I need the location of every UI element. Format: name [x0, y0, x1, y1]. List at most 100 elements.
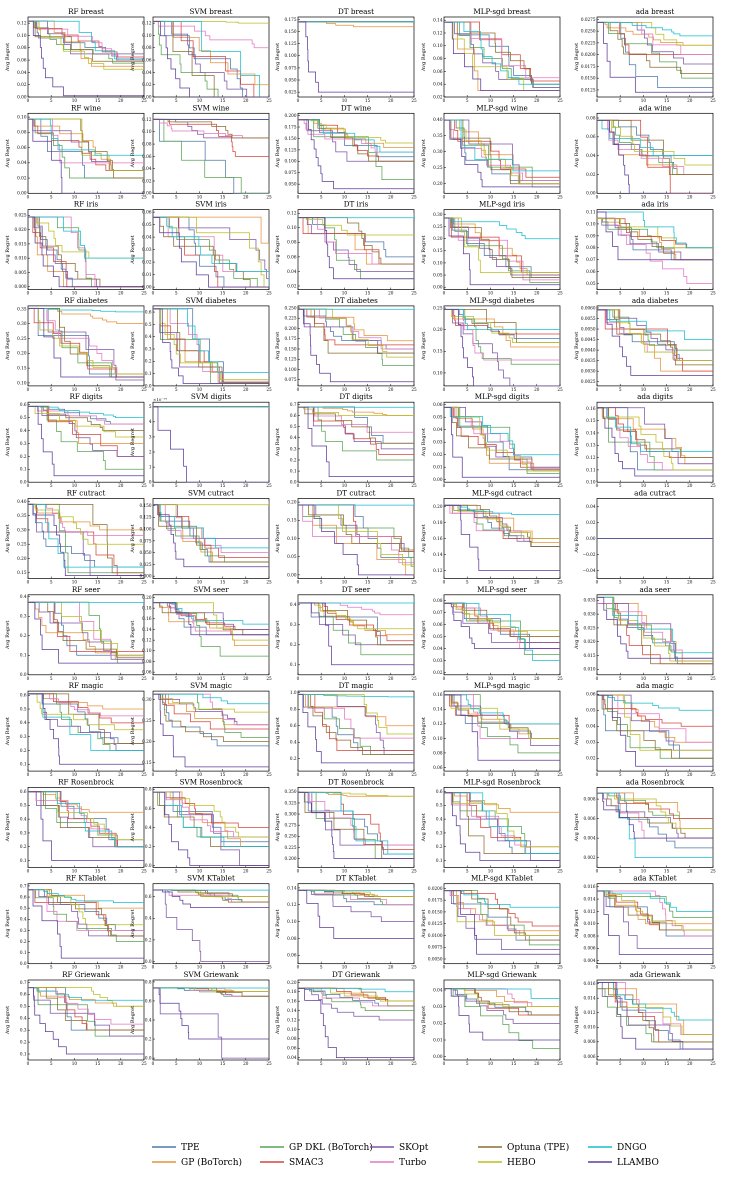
- x-tick-label: 5: [50, 194, 53, 199]
- y-tick-label: 0.14: [433, 707, 443, 712]
- subplot-title: RF seer: [72, 585, 101, 594]
- series-line: [444, 602, 560, 649]
- y-axis-label: Avg Regret: [130, 813, 136, 842]
- series-line: [153, 504, 269, 549]
- subplot-title: MLP-sgd magic: [474, 681, 530, 690]
- y-tick-label: 0.000: [140, 574, 152, 579]
- x-tick-label: 20: [118, 580, 124, 585]
- series-line: [28, 791, 144, 848]
- legend-label: Optuna (TPE): [507, 1142, 569, 1153]
- subplot: DT iris 0.02 0.04 0.06 0.08 0.10 0.12 0 5 10 15 20 2…: [275, 200, 417, 296]
- y-tick-label: 0.10: [142, 33, 152, 38]
- series-line: [444, 694, 560, 761]
- y-tick-label: 0.014: [584, 996, 596, 1001]
- x-tick-label: 0: [297, 580, 300, 585]
- x-tick-label: 25: [266, 194, 272, 199]
- series-line: [153, 987, 269, 1040]
- x-tick-label: 10: [197, 580, 203, 585]
- series-line: [28, 20, 144, 67]
- x-tick-label: 25: [141, 580, 147, 585]
- series-line: [597, 982, 713, 1021]
- x-tick-label: 25: [411, 483, 417, 488]
- x-tick-label: 20: [534, 483, 540, 488]
- subplot-title: SVM KTablet: [187, 874, 235, 883]
- x-tick-label: 25: [411, 387, 417, 392]
- series-line: [444, 308, 560, 339]
- x-tick-label: 0: [297, 483, 300, 488]
- y-tick-label: 0.2: [290, 642, 297, 647]
- axes-frame: [27, 209, 145, 290]
- legend-label: SKOpt: [399, 1143, 429, 1153]
- axes-frame: [297, 209, 415, 290]
- y-axis-label: Avg Regret: [275, 43, 281, 72]
- x-tick-label: 20: [388, 868, 394, 873]
- series-line: [298, 987, 414, 1011]
- axes-frame: [443, 112, 561, 194]
- x-tick-label: 0: [152, 483, 155, 488]
- x-tick-label: 15: [220, 965, 226, 970]
- subplot-title: DT Griewank: [332, 970, 381, 979]
- series-line: [597, 309, 713, 340]
- series-line: [444, 309, 560, 335]
- y-tick-label: 0.12: [142, 117, 152, 122]
- series-line: [597, 217, 713, 285]
- x-tick-label: 20: [388, 194, 394, 199]
- y-axis-label: Avg Regret: [574, 428, 580, 457]
- x-tick-label: 15: [511, 194, 517, 199]
- series-line: [298, 21, 414, 93]
- series-line: [444, 217, 560, 286]
- series-line: [28, 987, 144, 1025]
- x-tick-label: 5: [320, 868, 323, 873]
- series-line: [597, 890, 713, 937]
- series-line: [444, 792, 560, 854]
- series-line: [597, 596, 713, 659]
- series-line: [153, 308, 269, 381]
- series-line: [444, 309, 560, 344]
- series-line: [153, 602, 269, 641]
- series-line: [298, 987, 414, 993]
- x-tick-label: 5: [619, 676, 622, 681]
- subplot-title: ada breast: [636, 7, 675, 16]
- subplot: RF Griewank 0.1 0.2 0.3 0.4 0.5 0.6 0.7 0 5 10 15 20…: [5, 970, 147, 1066]
- y-tick-label: 0.08: [142, 659, 152, 664]
- y-tick-label: 0.150: [285, 136, 297, 141]
- y-tick-label: 0.3: [20, 441, 27, 446]
- y-axis-label: Avg Regret: [275, 813, 281, 842]
- y-tick-label: 0.08: [586, 245, 596, 250]
- y-tick-label: 0.100: [140, 526, 152, 531]
- x-tick-label: 5: [619, 965, 622, 970]
- series-line: [28, 216, 144, 288]
- series-line: [597, 309, 713, 362]
- y-tick-label: 0.14: [433, 552, 443, 557]
- legend: TPE GP (BoTorch) GP DKL (BoTorch) SMAC3 SKOp…: [152, 1142, 659, 1168]
- subplot: MLP-sgd breast 0.02 0.04 0.06 0.08 0.10 0.12 0.…: [421, 7, 563, 103]
- series-line: [153, 602, 269, 630]
- x-tick-label: 20: [243, 772, 249, 777]
- series-line: [298, 694, 414, 764]
- y-axis-label: Avg Regret: [5, 813, 11, 842]
- x-tick-label: 10: [641, 194, 647, 199]
- y-tick-label: 0.008: [584, 797, 596, 802]
- y-tick-label: 0: [149, 480, 152, 485]
- x-tick-label: 5: [50, 772, 53, 777]
- y-axis-label: Avg Regret: [5, 43, 11, 72]
- y-tick-label: 0.15: [142, 760, 152, 765]
- series-line: [444, 890, 560, 936]
- subplot-title: DT Rosenbrock: [328, 777, 385, 786]
- y-tick-label: 0.1: [436, 858, 443, 863]
- x-tick-label: 25: [266, 1061, 272, 1066]
- subplot: SVM seer 0.06 0.08 0.10 0.12 0.14 0.16 0.18 0.20…: [130, 585, 272, 681]
- series-line: [153, 217, 269, 288]
- y-tick-label: 0.00: [17, 191, 27, 196]
- series-line: [597, 890, 713, 931]
- series-line: [153, 21, 269, 97]
- y-axis-label: Avg Regret: [5, 717, 11, 746]
- x-tick-label: 10: [641, 965, 647, 970]
- subplot: RF KTablet 0.0 0.1 0.2 0.3 0.4 0.5 0.6 0.7 0 5 10 15…: [5, 874, 147, 970]
- x-tick-label: 10: [641, 676, 647, 681]
- series-line: [153, 791, 269, 866]
- x-tick-label: 15: [220, 676, 226, 681]
- x-tick-label: 25: [411, 194, 417, 199]
- series-line: [153, 791, 269, 866]
- y-tick-label: 0.006: [584, 1054, 596, 1059]
